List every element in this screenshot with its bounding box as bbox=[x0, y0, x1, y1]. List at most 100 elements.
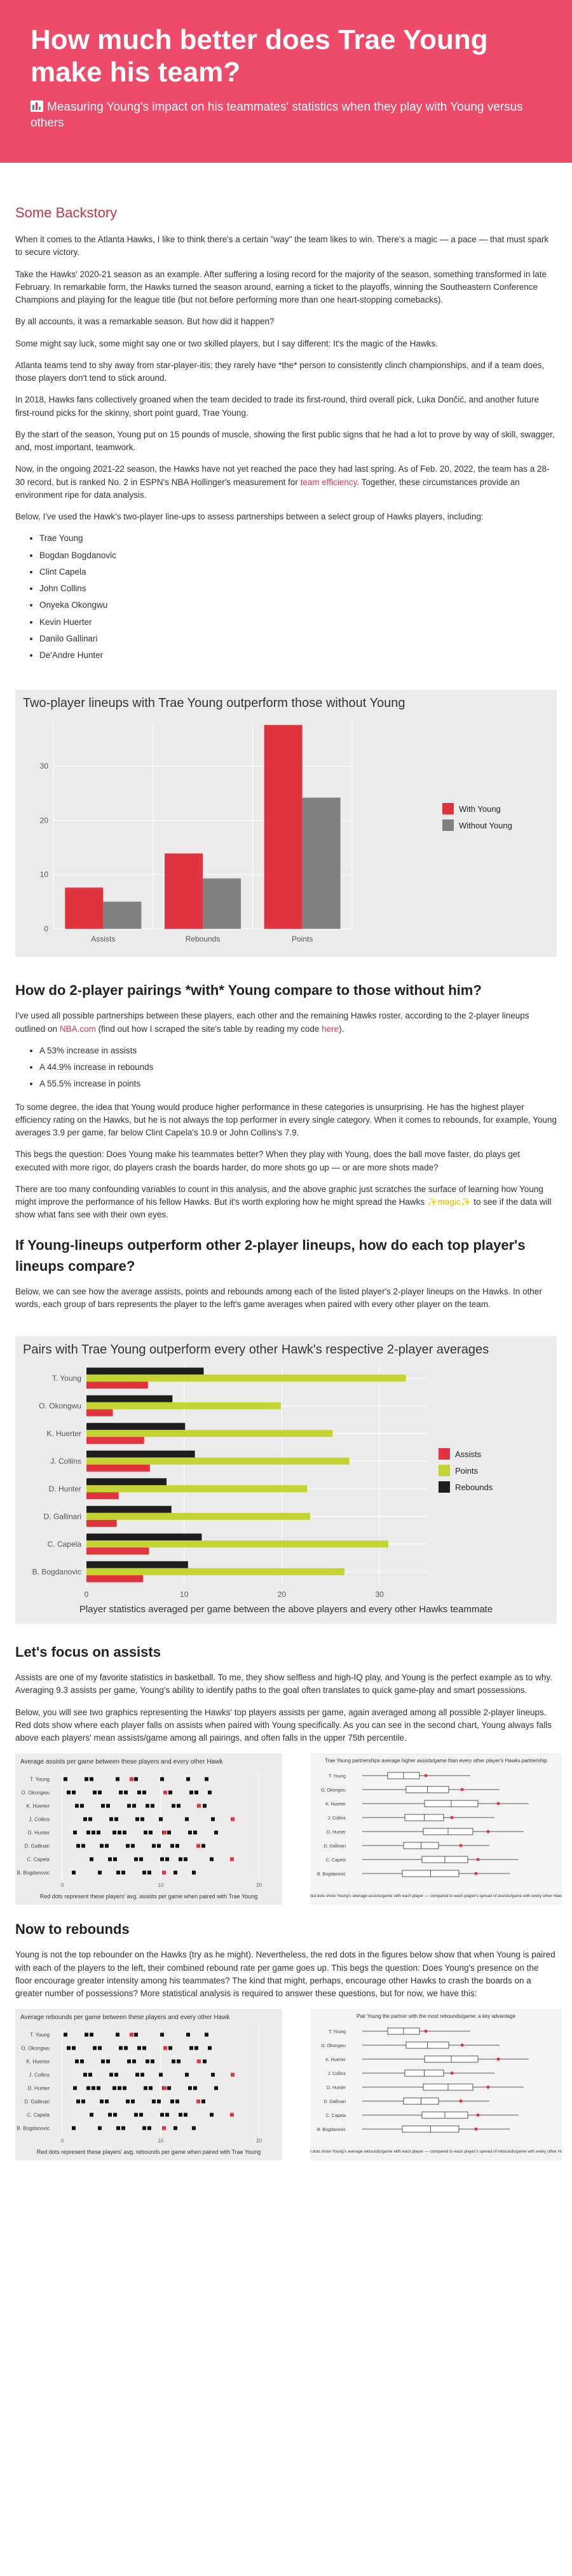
y-tick-label: B. Bogdanovic bbox=[17, 2126, 50, 2132]
list-item: Kevin Huerter bbox=[39, 616, 557, 629]
y-tick-label: T. Young bbox=[329, 2030, 346, 2034]
y-tick-label: D. Hunter bbox=[327, 2086, 346, 2090]
list-item: Bogdan Bogdanovic bbox=[39, 549, 557, 562]
data-dot bbox=[208, 2046, 212, 2050]
data-dot bbox=[72, 1790, 76, 1795]
data-dot bbox=[186, 1777, 190, 1781]
y-tick-label: O. Okongwu bbox=[321, 1788, 346, 1793]
data-dot bbox=[80, 2059, 84, 2064]
data-dot bbox=[85, 1777, 88, 1781]
data-dot bbox=[135, 2072, 139, 2077]
data-dot bbox=[116, 1777, 119, 1781]
bar bbox=[86, 1381, 148, 1389]
section-heading: Now to rebounds bbox=[15, 1921, 130, 1938]
list-item: John Collins bbox=[39, 582, 557, 595]
assists-figures: Average assists per game between these p… bbox=[15, 1753, 564, 1905]
data-dot bbox=[168, 2046, 172, 2050]
rebounds-dot-plot: Average rebounds per game between these … bbox=[15, 2009, 282, 2161]
data-dot bbox=[157, 1844, 161, 1848]
data-dot bbox=[85, 2032, 88, 2037]
data-dot bbox=[131, 1844, 135, 1848]
data-dot bbox=[108, 2113, 112, 2117]
data-dot bbox=[76, 2099, 80, 2104]
data-dot bbox=[179, 1857, 182, 1861]
data-dot bbox=[214, 1830, 218, 1835]
code-link[interactable]: here bbox=[322, 1024, 339, 1034]
y-tick-label: J. Collins bbox=[50, 1456, 81, 1465]
data-dot bbox=[121, 1870, 125, 1875]
y-tick-label: T. Young bbox=[329, 1774, 346, 1779]
data-dot bbox=[193, 1830, 197, 1835]
data-dot bbox=[64, 2032, 67, 2037]
bar bbox=[86, 1450, 195, 1458]
bar bbox=[86, 1423, 186, 1430]
young-data-dot bbox=[459, 2099, 463, 2103]
young-data-dot bbox=[230, 2113, 234, 2117]
data-dot bbox=[167, 1830, 171, 1835]
data-dot bbox=[108, 1857, 112, 1861]
legend-swatch bbox=[439, 1465, 450, 1476]
data-dot bbox=[160, 1777, 164, 1781]
data-dot bbox=[90, 1857, 93, 1861]
data-dot bbox=[123, 2086, 126, 2090]
paragraph: To some degree, the idea that Young woul… bbox=[15, 1102, 557, 1138]
y-tick-label: O. Okongwu bbox=[22, 2046, 50, 2052]
assists-box-plot: Trae Young partnerships average higher a… bbox=[308, 1753, 564, 1905]
bar bbox=[86, 1492, 119, 1500]
y-tick-label: K. Huerter bbox=[325, 1802, 346, 1807]
paragraph: Below, you will see two graphics represe… bbox=[15, 1707, 552, 1743]
bar bbox=[86, 1409, 113, 1416]
data-dot bbox=[118, 1830, 121, 1835]
y-tick-label: 30 bbox=[40, 762, 49, 771]
data-dot bbox=[100, 2099, 104, 2104]
data-dot bbox=[142, 1790, 146, 1795]
legend-label: Points bbox=[455, 1466, 479, 1476]
data-dot bbox=[72, 2046, 76, 2050]
player-list: Trae Young Bogdan Bogdanovic Clint Capel… bbox=[39, 532, 557, 662]
young-data-dot bbox=[196, 2099, 200, 2104]
young-data-dot bbox=[230, 1857, 234, 1861]
y-tick-label: D. Hunter bbox=[28, 1830, 50, 1836]
young-data-dot bbox=[162, 2126, 166, 2130]
data-dot bbox=[194, 2046, 198, 2050]
data-dot bbox=[165, 2113, 169, 2117]
data-dot bbox=[86, 2086, 90, 2090]
y-tick-label: O. Okongwu bbox=[22, 1790, 50, 1796]
bar bbox=[86, 1464, 150, 1472]
data-dot bbox=[184, 2113, 187, 2117]
data-dot bbox=[203, 2059, 207, 2064]
data-dot bbox=[90, 2032, 93, 2037]
team-efficiency-link[interactable]: team efficiency bbox=[300, 477, 357, 487]
data-dot bbox=[211, 2072, 215, 2077]
y-tick-label: C. Capela bbox=[27, 2113, 50, 2118]
y-tick-label: C. Capela bbox=[48, 1540, 82, 1549]
data-dot bbox=[192, 2126, 196, 2130]
data-dot bbox=[149, 2086, 153, 2090]
y-tick-label: J. Collins bbox=[328, 2072, 346, 2076]
data-dot bbox=[149, 1830, 153, 1835]
data-dot bbox=[165, 1857, 169, 1861]
figure-caption: Red dots represent these players' avg. a… bbox=[40, 1893, 257, 1900]
data-dot bbox=[114, 1817, 118, 1821]
data-dot bbox=[179, 2113, 182, 2117]
data-dot bbox=[93, 1790, 97, 1795]
y-tick-label: O. Okongwu bbox=[39, 1401, 81, 1410]
dot-plot: Average assists per game between these p… bbox=[17, 1758, 262, 1900]
nba-link[interactable]: NBA.com bbox=[59, 1024, 96, 1034]
paragraph: Now, in the ongoing 2021-22 season, the … bbox=[15, 464, 550, 500]
list-item: A 55.5% increase in points bbox=[39, 1078, 557, 1090]
y-tick-label: D. Gallinari bbox=[24, 1844, 50, 1849]
young-data-dot bbox=[459, 1844, 463, 1847]
data-dot bbox=[123, 1830, 126, 1835]
data-dot bbox=[193, 2086, 197, 2090]
data-dot bbox=[113, 2113, 117, 2117]
paragraph: I've used all possible partnerships betw… bbox=[15, 1011, 529, 1034]
list-item: A 44.9% increase in rebounds bbox=[39, 1061, 557, 1074]
data-dot bbox=[98, 2126, 102, 2130]
y-tick-label: D. Hunter bbox=[49, 1484, 81, 1493]
figure-title: Trae Young partnerships average higher a… bbox=[325, 1758, 547, 1764]
data-dot bbox=[175, 1844, 179, 1848]
data-dot bbox=[88, 1817, 92, 1821]
y-tick-label: C. Capela bbox=[326, 1858, 346, 1863]
list-item: A 53% increase in assists bbox=[39, 1045, 557, 1057]
